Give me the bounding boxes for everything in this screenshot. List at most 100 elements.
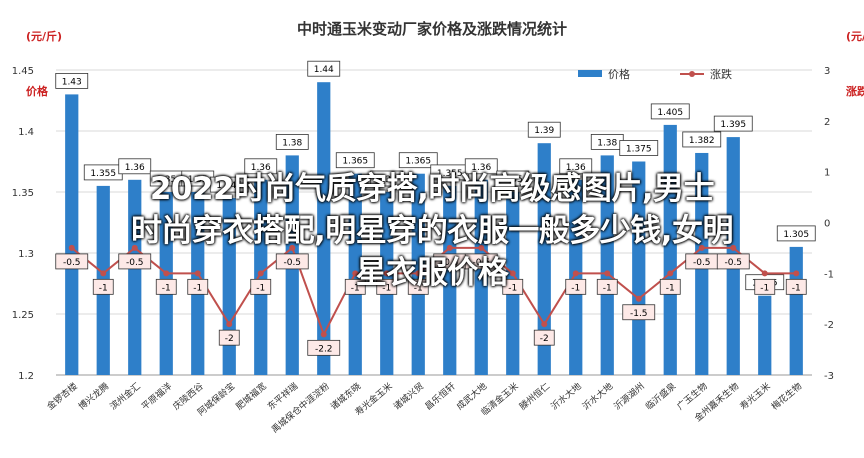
bar <box>65 94 79 376</box>
line-data-label-box <box>407 278 429 295</box>
line-data-label: -1 <box>666 283 675 293</box>
bar-data-label: 1.355 <box>437 169 463 179</box>
x-tick-label: 沂源湖州 <box>611 380 646 412</box>
left-tick-label: 1.4 <box>18 127 34 138</box>
x-tick-label: 昌乐恒轩 <box>422 380 457 412</box>
line-data-label-box <box>118 253 152 270</box>
line-data-label-box <box>92 278 114 295</box>
bar-series: 1.43 1.355 1.36 1.35 1.35 1.345 1.36 1.38 1.44 1.… <box>55 60 816 376</box>
line-point <box>730 244 737 251</box>
bar-data-label-box <box>682 131 722 148</box>
line-point <box>226 321 233 328</box>
legend: 价格 涨跌 <box>578 67 732 81</box>
bar-data-label-box <box>496 170 530 187</box>
bar-data-label: 1.365 <box>405 157 431 167</box>
line-data-label-box <box>785 278 807 295</box>
bar-data-label: 1.36 <box>251 163 271 173</box>
line-data-label: -0.5 <box>693 258 711 268</box>
line-point <box>257 270 264 277</box>
line-point <box>698 244 705 251</box>
line-point <box>289 244 296 251</box>
line-point <box>194 270 201 277</box>
bar <box>789 246 803 375</box>
line-data-label: -1 <box>760 283 769 293</box>
line-data-label-box <box>250 278 272 295</box>
bar-data-label-box <box>118 158 152 175</box>
bar-data-label: 1.36 <box>125 163 145 173</box>
legend-bar-swatch <box>578 70 602 77</box>
bar-data-label: 1.375 <box>626 145 652 155</box>
x-axis-labels: 金锣杏楼博兴龙腾滨州金汇平原福洋庆陵西谷阿城保龄宝肥城福宽东平祥瑞禹城保仓中涯淀… <box>44 380 804 435</box>
line-data-label: -0.5 <box>472 258 490 268</box>
line-data-label: -1 <box>382 283 391 293</box>
x-tick-label: 沂水大地 <box>548 380 583 412</box>
x-tick-label: 肥城福宽 <box>233 380 268 412</box>
left-tick-label: 1.2 <box>18 371 34 382</box>
bar-data-label: 1.355 <box>90 169 116 179</box>
right-tick-label: 2 <box>824 117 830 128</box>
bar-data-label-box <box>650 103 690 120</box>
bar-data-label-box <box>713 115 753 132</box>
line-data-label-box <box>622 304 656 321</box>
bar-data-label: 1.395 <box>720 120 746 130</box>
right-tick-label: -2 <box>824 320 834 331</box>
line-data-label: -1.5 <box>630 309 648 319</box>
left-tick-label: 1.25 <box>12 310 34 321</box>
bar-data-label-box <box>244 158 278 175</box>
line-data-label: -1 <box>571 283 580 293</box>
line-data-label-box <box>55 253 89 270</box>
bar-data-label-box <box>275 133 309 150</box>
bar-data-label-box <box>619 140 659 156</box>
bar-data-label-box <box>559 158 593 175</box>
bar-data-label-box <box>370 170 404 187</box>
line-point <box>163 270 170 277</box>
line-point <box>604 270 611 277</box>
line-point <box>572 270 579 277</box>
bar-data-label: 1.35 <box>188 175 208 185</box>
line-series: -0.5 -1 -0.5 -1 -1 -2 -1 -0.5 -2.2 -1 -1 -1 -0.5 -0.5… <box>55 244 807 356</box>
bar-data-label: 1.35 <box>377 175 397 185</box>
line-data-label: -1 <box>162 283 171 293</box>
x-tick-label: 平原福洋 <box>139 380 174 412</box>
line-data-label-box <box>565 278 587 295</box>
line-data-label-box <box>659 278 681 295</box>
x-tick-label: 梅花生物 <box>769 380 804 412</box>
bar-data-label: 1.365 <box>342 157 368 167</box>
line-data-label: -0.5 <box>63 258 81 268</box>
bar-data-label: 1.35 <box>156 175 176 185</box>
bar-data-label: 1.405 <box>657 108 683 118</box>
line-point <box>478 244 485 251</box>
line-point <box>320 331 327 338</box>
bar-data-label: 1.382 <box>689 136 715 146</box>
bar <box>222 198 236 375</box>
x-tick-label: 临沂盛泉 <box>643 380 678 412</box>
bar-data-label: 1.43 <box>62 77 82 87</box>
bar <box>600 155 614 375</box>
bar-data-label: 1.35 <box>503 175 523 185</box>
line-data-label-box <box>533 329 555 346</box>
line-data-label: -2 <box>540 334 549 344</box>
x-tick-label: 禹城保仓中涯淀粉 <box>269 380 332 435</box>
line-data-label-box <box>464 253 498 270</box>
line-data-label: -0.5 <box>283 258 301 268</box>
bar-data-label-box <box>464 158 498 175</box>
line-point <box>383 270 390 277</box>
line-data-label-box <box>596 278 618 295</box>
line-data-label: -1 <box>508 283 517 293</box>
line-data-label-box <box>754 278 776 295</box>
legend-line-label: 涨跌 <box>710 67 732 81</box>
line-data-label-box <box>376 278 398 295</box>
bar-data-label: 1.305 <box>783 230 809 240</box>
bar <box>128 179 142 375</box>
right-unit-label: (元/斤) <box>846 29 864 43</box>
line-point <box>761 270 768 277</box>
right-tick-label: -1 <box>824 269 834 280</box>
line-data-label-box <box>716 253 750 270</box>
legend-bar-label: 价格 <box>608 67 630 81</box>
grid-lines <box>56 69 812 376</box>
line-data-label: -1 <box>351 283 360 293</box>
line-point <box>793 270 800 277</box>
right-tick-label: -3 <box>824 371 834 382</box>
